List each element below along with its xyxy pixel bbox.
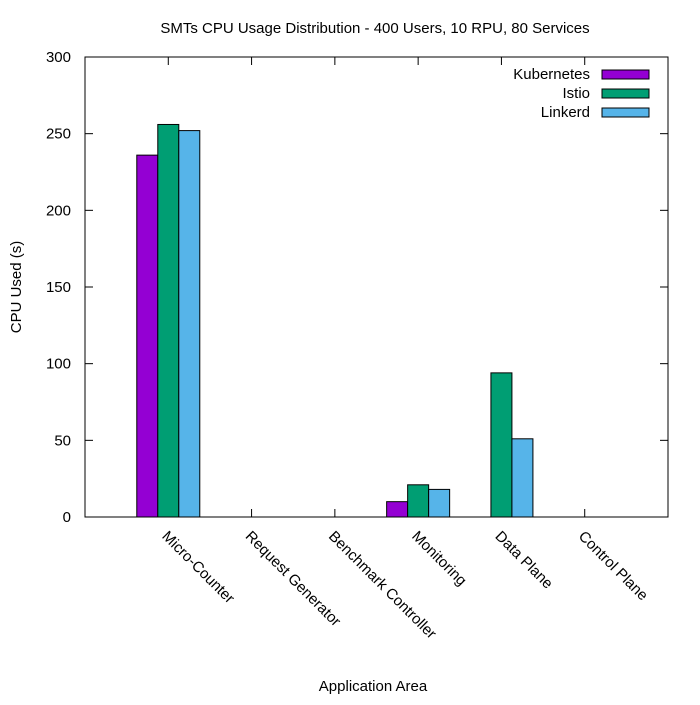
plot-frame <box>84 56 669 518</box>
y-tick-label-0: 0 <box>63 509 71 526</box>
y-axis-ticks: 0 50 100 150 200 250 300 <box>46 49 668 526</box>
legend: Kubernetes Istio Linkerd <box>513 66 650 121</box>
bar-istio-3 <box>407 484 430 518</box>
x-axis-label: Application Area <box>319 678 428 695</box>
legend-label-1: Istio <box>562 85 590 102</box>
legend-label-0: Kubernetes <box>513 66 590 83</box>
bar-linkerd-3 <box>428 488 451 518</box>
y-tick-label-4: 200 <box>46 202 71 219</box>
legend-swatch-0 <box>601 69 650 80</box>
legend-label-2: Linkerd <box>541 104 590 121</box>
y-tick-label-6: 300 <box>46 49 71 66</box>
legend-swatch-2 <box>601 107 650 118</box>
bar-istio-0 <box>157 123 180 518</box>
y-tick-label-1: 50 <box>54 432 71 449</box>
bar-kubernetes-0 <box>136 154 159 518</box>
legend-swatch-1 <box>601 88 650 99</box>
y-axis-label: CPU Used (s) <box>8 241 25 334</box>
bar-istio-4 <box>490 372 513 518</box>
y-tick-label-3: 150 <box>46 279 71 296</box>
chart-title: SMTs CPU Usage Distribution - 400 Users,… <box>160 20 589 37</box>
bar-linkerd-0 <box>178 130 201 518</box>
bar-linkerd-4 <box>511 438 534 518</box>
y-tick-label-5: 250 <box>46 126 71 143</box>
bar-kubernetes-3 <box>386 501 409 518</box>
y-tick-label-2: 100 <box>46 356 71 373</box>
